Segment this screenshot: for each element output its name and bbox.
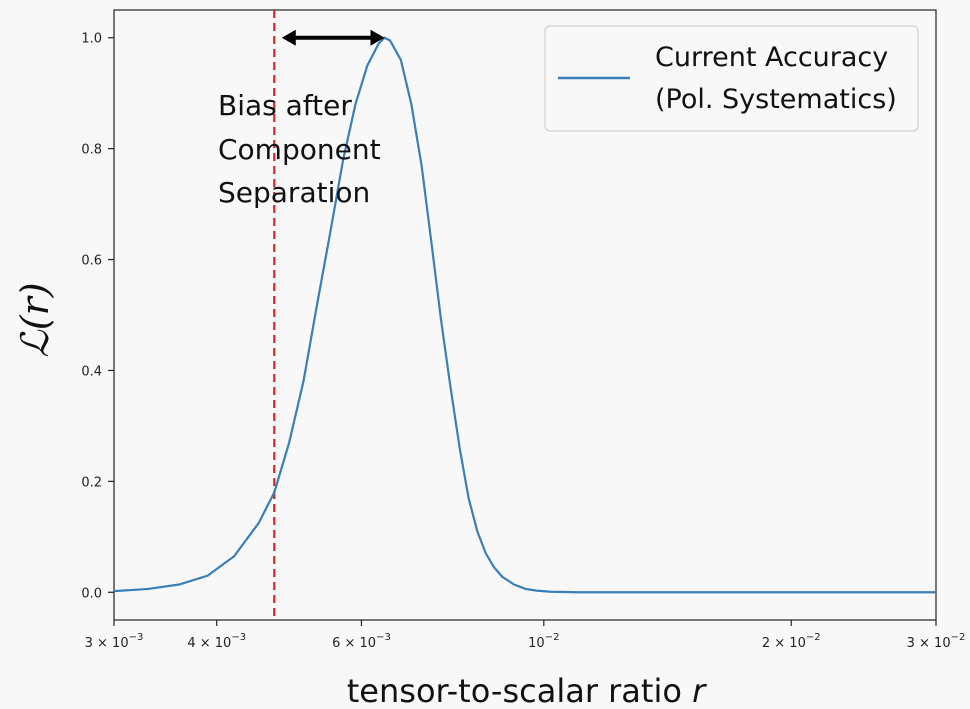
y-tick-label: 0.2 — [81, 475, 102, 490]
annotation-line-2: Component — [218, 133, 381, 166]
x-tick-mantissa: 3 × 10 — [907, 636, 951, 651]
series-line-likelihood — [113, 36, 936, 594]
y-tick-label: 0.8 — [81, 143, 102, 158]
y-tick-label: 0.6 — [81, 254, 102, 269]
x-tick-exponent: −3 — [129, 632, 144, 643]
y-axis-label: ℒ(r) — [13, 282, 57, 357]
x-tick-exponent: −2 — [545, 632, 560, 643]
legend-label-line-2: (Pol. Systematics) — [655, 84, 897, 115]
x-tick-label: 10−2 — [528, 632, 559, 651]
x-tick-label: 4 × 10−3 — [187, 632, 246, 651]
bias-arrow-head-left — [281, 29, 296, 46]
x-tick-exponent: −2 — [951, 632, 966, 643]
x-tick-label: 2 × 10−2 — [762, 632, 821, 651]
x-tick-exponent: −3 — [376, 632, 391, 643]
bias-arrow — [281, 29, 385, 46]
x-axis-label: tensor-to-scalar ratio r — [347, 672, 707, 709]
x-tick-mantissa: 4 × 10 — [187, 636, 231, 651]
legend-label-line-1: Current Accuracy — [655, 42, 888, 73]
x-tick-exponent: −3 — [231, 632, 246, 643]
x-axis-label-text: tensor-to-scalar ratio — [347, 672, 692, 709]
y-tick-label: 0.4 — [81, 364, 102, 379]
x-tick-exponent: −2 — [806, 632, 821, 643]
x-tick-mantissa: 10 — [528, 636, 545, 651]
x-axis-label-variable: r — [692, 672, 707, 709]
x-tick-label: 3 × 10−2 — [907, 632, 966, 651]
legend: Current Accuracy (Pol. Systematics) — [544, 25, 919, 132]
y-tick-label: 1.0 — [81, 32, 102, 47]
annotation-text: Bias after Component Separation — [218, 89, 389, 209]
x-tick-mantissa: 6 × 10 — [332, 636, 376, 651]
x-tick-label: 6 × 10−3 — [332, 632, 391, 651]
y-tick-label: 0.0 — [81, 586, 102, 601]
annotation-line-1: Bias after — [218, 89, 352, 122]
y-axis: 0.0 0.2 0.4 0.6 0.8 1.0 — [81, 32, 114, 601]
legend-box — [544, 25, 919, 132]
annotation-line-3: Separation — [218, 176, 370, 209]
bias-arrow-head-right — [370, 29, 385, 46]
x-tick-mantissa: 3 × 10 — [85, 636, 129, 651]
x-axis: 3 × 10−3 4 × 10−3 6 × 10−3 10−2 2 × 10−2 3 × … — [85, 620, 966, 651]
legend-label: Current Accuracy (Pol. Systematics) — [655, 42, 897, 115]
x-tick-label: 3 × 10−3 — [85, 632, 144, 651]
x-tick-mantissa: 2 × 10 — [762, 636, 806, 651]
